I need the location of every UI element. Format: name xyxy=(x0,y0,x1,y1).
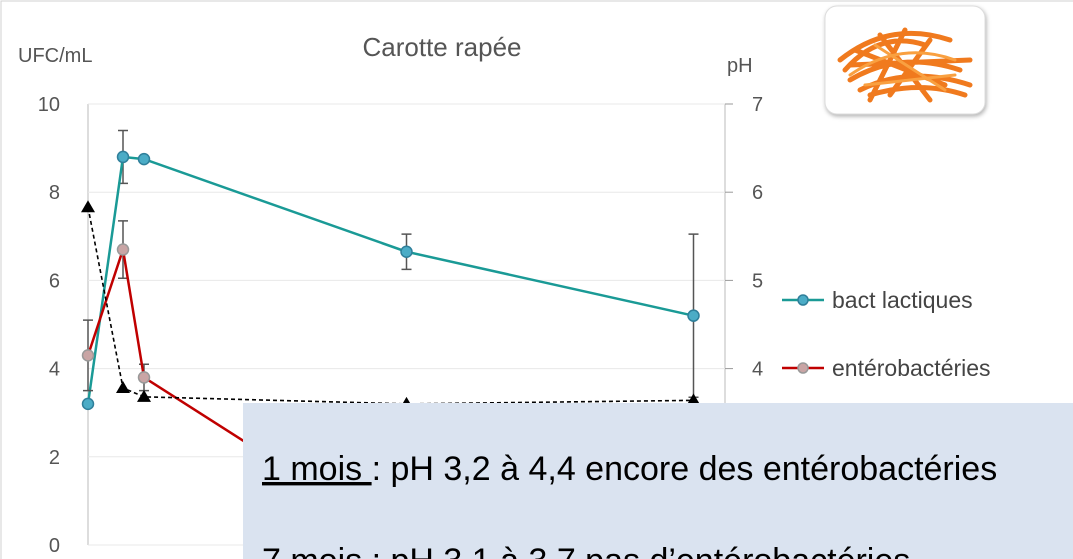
legend-marker xyxy=(797,294,809,306)
marker xyxy=(137,389,151,402)
legend-marker xyxy=(797,362,809,374)
chart-title: Carotte rapée xyxy=(363,32,522,62)
y2-tick-label: 6 xyxy=(752,182,763,204)
marker xyxy=(687,309,700,322)
y-axis-label: UFC/mL xyxy=(18,45,92,67)
y-tick-label: 0 xyxy=(49,535,60,557)
marker xyxy=(400,245,413,258)
marker xyxy=(116,243,130,256)
marker xyxy=(137,371,151,384)
overlay-background xyxy=(243,403,1073,559)
legend-label: bact lactiques xyxy=(832,287,973,313)
y-tick-label: 8 xyxy=(49,182,60,204)
y2-tick-label: 5 xyxy=(752,270,763,292)
y-tick-label: 4 xyxy=(49,359,60,381)
y2-axis-label: pH xyxy=(727,55,753,77)
marker xyxy=(81,397,95,411)
y2-tick-label: 7 xyxy=(752,94,763,116)
y-tick-label: 10 xyxy=(38,94,60,116)
overlay-line: 1 mois : pH 3,2 à 4,4 encore des entérob… xyxy=(262,450,997,488)
overlay-emphasis: 1 mois xyxy=(262,450,372,488)
overlay-box: 1 mois : pH 3,2 à 4,4 encore des entérob… xyxy=(243,403,1073,559)
marker xyxy=(686,393,701,406)
marker xyxy=(81,200,95,213)
marker xyxy=(137,152,151,166)
overlay-text: : pH 3,2 à 4,4 encore des entérobactérie… xyxy=(372,450,998,488)
marker xyxy=(81,349,95,362)
overlay-text: : pH 3,1 à 3,7 pas d’entérobactéries xyxy=(372,542,911,559)
marker xyxy=(116,150,130,164)
carrot-image xyxy=(824,5,986,115)
overlay-emphasis: 7 mois xyxy=(262,542,372,559)
overlay-line: 7 mois : pH 3,1 à 3,7 pas d’entérobactér… xyxy=(262,542,910,559)
y2-tick-label: 4 xyxy=(752,359,763,381)
y-tick-label: 6 xyxy=(49,270,60,292)
y-tick-label: 2 xyxy=(49,447,60,469)
marker xyxy=(116,381,130,394)
legend-label: entérobactéries xyxy=(832,355,991,381)
